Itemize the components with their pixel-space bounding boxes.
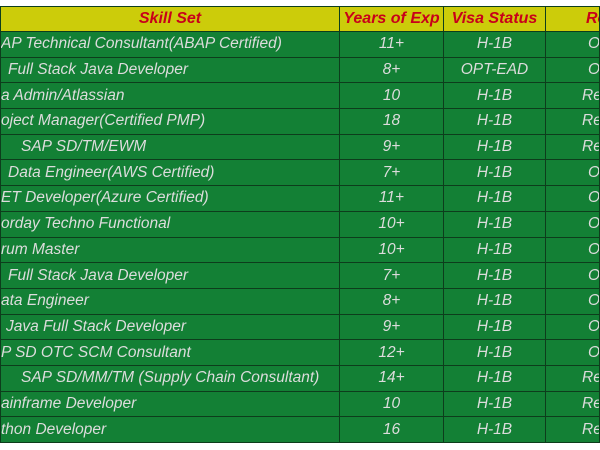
- header-row: Skill Set Years of Exp Visa Status Reloc: [0, 6, 600, 32]
- header-years-of-exp[interactable]: Years of Exp: [339, 6, 444, 32]
- years-cell[interactable]: 14+: [339, 364, 444, 392]
- skill-cell[interactable]: Java Full Stack Developer: [0, 313, 340, 341]
- skill-cell[interactable]: ET Developer(Azure Certified): [0, 185, 340, 212]
- visa-cell[interactable]: H-1B: [443, 108, 546, 135]
- visa-cell[interactable]: H-1B: [443, 416, 546, 443]
- years-cell[interactable]: 18: [339, 108, 444, 135]
- visa-cell[interactable]: H-1B: [443, 339, 546, 366]
- years-cell[interactable]: 9+: [339, 133, 444, 161]
- visa-cell[interactable]: H-1B: [443, 313, 546, 341]
- years-cell[interactable]: 16: [339, 416, 444, 443]
- relocation-cell[interactable]: Op: [545, 185, 600, 212]
- table-row: SAP SD/MM/TM (Supply Chain Consultant) 14…: [0, 364, 600, 392]
- visa-cell[interactable]: H-1B: [443, 236, 546, 264]
- header-visa-status[interactable]: Visa Status: [443, 6, 546, 32]
- years-cell[interactable]: 12+: [339, 339, 444, 366]
- table-row: AP Technical Consultant(ABAP Certified) 1…: [0, 31, 600, 58]
- years-cell[interactable]: 8+: [339, 287, 444, 315]
- years-cell[interactable]: 10: [339, 390, 444, 418]
- relocation-cell[interactable]: Op: [545, 210, 600, 238]
- years-cell[interactable]: 10+: [339, 210, 444, 238]
- table-row: Data Engineer(AWS Certified)7+H-1BOp: [0, 159, 600, 187]
- skill-cell[interactable]: ata Engineer: [0, 287, 340, 315]
- skill-cell[interactable]: Full Stack Java Developer: [0, 262, 340, 289]
- years-cell[interactable]: 9+: [339, 313, 444, 341]
- years-cell[interactable]: 8+: [339, 56, 444, 84]
- relocation-cell[interactable]: Rem: [545, 416, 600, 443]
- years-cell[interactable]: 7+: [339, 159, 444, 187]
- skill-cell[interactable]: SAP SD/MM/TM (Supply Chain Consultant): [0, 364, 340, 392]
- relocation-cell[interactable]: Rem: [545, 390, 600, 418]
- skill-cell[interactable]: SAP SD/TM/EWM: [0, 133, 340, 161]
- relocation-cell[interactable]: Op: [545, 56, 600, 84]
- visa-cell[interactable]: H-1B: [443, 390, 546, 418]
- skill-cell[interactable]: ainframe Developer: [0, 390, 340, 418]
- visa-cell[interactable]: H-1B: [443, 31, 546, 58]
- relocation-cell[interactable]: Op: [545, 31, 600, 58]
- years-cell[interactable]: 11+: [339, 185, 444, 212]
- visa-cell[interactable]: OPT-EAD: [443, 56, 546, 84]
- skill-cell[interactable]: P SD OTC SCM Consultant: [0, 339, 340, 366]
- table-row: ET Developer(Azure Certified)11+H-1BOp: [0, 185, 600, 212]
- visa-cell[interactable]: H-1B: [443, 185, 546, 212]
- visa-cell[interactable]: H-1B: [443, 364, 546, 392]
- relocation-cell[interactable]: Op: [545, 287, 600, 315]
- visa-cell[interactable]: H-1B: [443, 210, 546, 238]
- relocation-cell[interactable]: Rem: [545, 133, 600, 161]
- skill-cell[interactable]: oject Manager(Certified PMP): [0, 108, 340, 135]
- relocation-cell[interactable]: Op: [545, 262, 600, 289]
- header-skill-set[interactable]: Skill Set: [0, 6, 340, 32]
- skill-cell[interactable]: Data Engineer(AWS Certified): [0, 159, 340, 187]
- skill-cell[interactable]: AP Technical Consultant(ABAP Certified): [0, 31, 340, 58]
- table-row: oject Manager(Certified PMP)18H-1BRem: [0, 108, 600, 135]
- skill-cell[interactable]: Full Stack Java Developer: [0, 56, 340, 84]
- relocation-cell[interactable]: Rem: [545, 364, 600, 392]
- years-cell[interactable]: 11+: [339, 31, 444, 58]
- visa-cell[interactable]: H-1B: [443, 159, 546, 187]
- skill-cell[interactable]: a Admin/Atlassian: [0, 82, 340, 110]
- relocation-cell[interactable]: Op: [545, 159, 600, 187]
- header-relocation[interactable]: Reloc: [545, 6, 600, 32]
- skill-cell[interactable]: orday Techno Functional: [0, 210, 340, 238]
- relocation-cell[interactable]: Op: [545, 236, 600, 264]
- visa-cell[interactable]: H-1B: [443, 82, 546, 110]
- relocation-cell[interactable]: Op: [545, 313, 600, 341]
- skill-cell[interactable]: thon Developer: [0, 416, 340, 443]
- relocation-cell[interactable]: Rem: [545, 82, 600, 110]
- visa-cell[interactable]: H-1B: [443, 262, 546, 289]
- skill-cell[interactable]: rum Master: [0, 236, 340, 264]
- years-cell[interactable]: 10: [339, 82, 444, 110]
- candidate-table: Skill Set Years of Exp Visa Status Reloc…: [0, 6, 600, 443]
- years-cell[interactable]: 10+: [339, 236, 444, 264]
- relocation-cell[interactable]: Rem: [545, 108, 600, 135]
- relocation-cell[interactable]: Op: [545, 339, 600, 366]
- years-cell[interactable]: 7+: [339, 262, 444, 289]
- visa-cell[interactable]: H-1B: [443, 287, 546, 315]
- visa-cell[interactable]: H-1B: [443, 133, 546, 161]
